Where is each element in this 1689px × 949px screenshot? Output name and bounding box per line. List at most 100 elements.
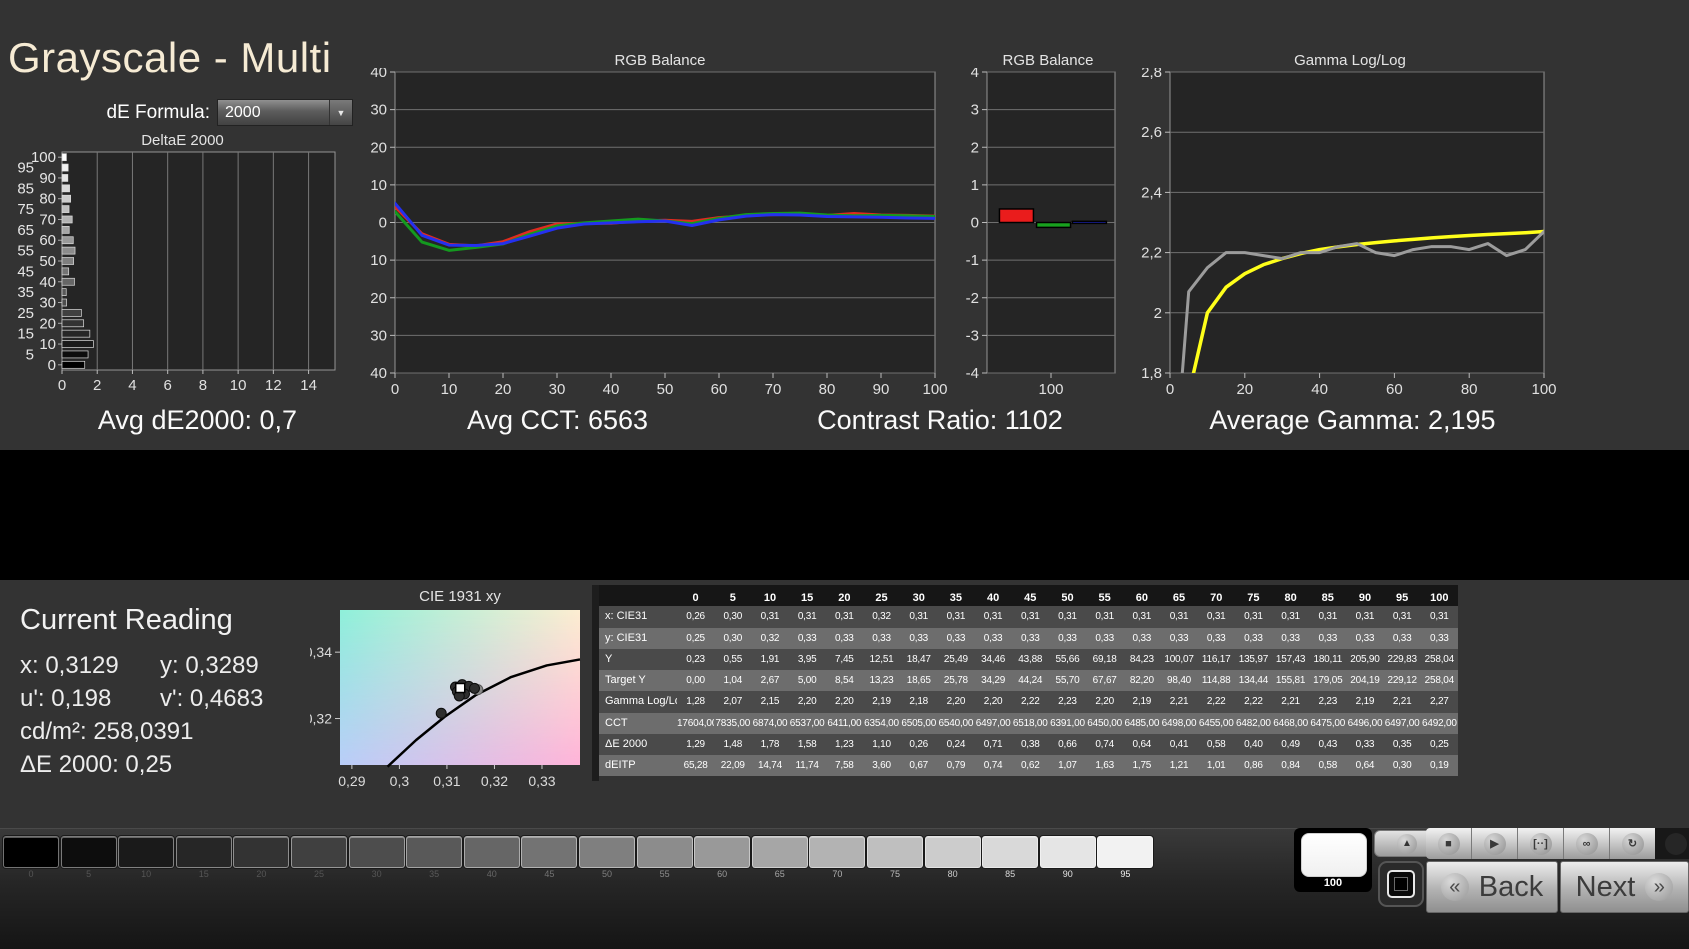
svg-text:85: 85 <box>17 180 34 197</box>
level-button-15[interactable] <box>175 836 232 868</box>
level-button-35[interactable] <box>406 836 463 868</box>
de-formula-label: dE Formula: <box>106 101 210 123</box>
level-button-45[interactable] <box>521 836 578 868</box>
stat-average-gamma: Average Gamma: 2,195 <box>1209 405 1496 435</box>
rgb-balance-line-chart: RGB Balance 403020100-10-20-30-400102030… <box>365 52 950 413</box>
level-button-50[interactable] <box>579 836 635 868</box>
level-button-20[interactable] <box>233 836 290 868</box>
table-cell: 44,24 <box>1011 670 1049 692</box>
table-cell: 0,58 <box>1309 755 1347 777</box>
table-cell: 1,75 <box>1123 755 1161 777</box>
table-cell: 0,33 <box>1346 733 1384 755</box>
deltae-chart: DeltaE 2000 0 2 4 6 8 10 12 14 0 5 10 15 20 25 30 35 40 4… <box>10 132 355 403</box>
range-icon: [··] <box>1529 832 1552 855</box>
svg-text:60: 60 <box>711 381 728 398</box>
table-cell: 0,23 <box>677 648 715 670</box>
level-button-label: 65 <box>774 869 785 879</box>
svg-text:-3: -3 <box>966 327 979 344</box>
level-button-90[interactable] <box>1039 836 1096 868</box>
level-button-0[interactable] <box>3 836 59 868</box>
table-cell: 8,54 <box>825 670 863 692</box>
cie-chart: CIE 1931 xy 0,34 0,32 0,29 0,3 0,31 0,32 0,33 <box>305 588 600 809</box>
level-button-5[interactable] <box>60 836 117 868</box>
table-cell: 34,29 <box>974 670 1012 692</box>
table-cell: 2,19 <box>862 691 901 713</box>
table-cell: 2,23 <box>1309 691 1347 713</box>
level-button-70[interactable] <box>809 836 866 868</box>
table-cell: 0,31 <box>1123 606 1161 628</box>
level-button-75[interactable] <box>867 836 923 868</box>
level-button-95[interactable] <box>1097 836 1154 868</box>
svg-text:40: 40 <box>39 274 56 291</box>
svg-text:80: 80 <box>39 191 56 208</box>
table-cell: 0,26 <box>677 606 715 628</box>
table-cell: 1,78 <box>751 733 789 755</box>
table-cell: 6492,00 <box>1420 712 1458 734</box>
table-cell: 25,49 <box>937 648 975 670</box>
table-cell: 258,04 <box>1420 648 1458 670</box>
next-button[interactable]: Next » <box>1560 861 1689 913</box>
table-cell: 2,20 <box>1086 691 1124 713</box>
table-cell: 0,25 <box>1420 733 1458 755</box>
table-cell: 2,21 <box>1272 691 1310 713</box>
level-button-label: 80 <box>947 869 958 879</box>
play-icon: ▶ <box>1483 832 1506 855</box>
table-cell: 0,19 <box>1420 755 1458 777</box>
chart-title: DeltaE 2000 <box>141 132 224 149</box>
level-button-label: 95 <box>1120 869 1131 879</box>
svg-text:0,29: 0,29 <box>338 773 365 789</box>
level-button-65[interactable] <box>751 836 808 868</box>
level-button-100[interactable] <box>1301 833 1367 877</box>
table-cell: 0,33 <box>1420 627 1458 649</box>
svg-text:50: 50 <box>39 253 56 270</box>
table-cell: 25,78 <box>937 670 975 692</box>
level-button-label: 35 <box>429 869 440 879</box>
continuous-button[interactable]: ∞ <box>1563 828 1609 859</box>
level-button-label: 10 <box>141 869 152 879</box>
table-cell: 55,66 <box>1048 648 1087 670</box>
level-button-40[interactable] <box>463 836 520 868</box>
svg-text:10: 10 <box>39 336 56 353</box>
table-cell: 0,62 <box>1011 755 1049 777</box>
table-cell: 2,67 <box>751 670 789 692</box>
refresh-button[interactable]: ↻ <box>1609 828 1655 859</box>
table-cell: 0,33 <box>1309 627 1347 649</box>
svg-text:0: 0 <box>971 215 979 232</box>
level-button-55[interactable] <box>636 836 693 868</box>
level-button-60[interactable] <box>694 836 751 868</box>
table-cell: 1,01 <box>1197 755 1235 777</box>
de-formula-dropdown[interactable]: 2000 ▼ <box>217 99 353 126</box>
range-button[interactable]: [··] <box>1517 828 1563 859</box>
table-cell: 5,00 <box>788 670 826 692</box>
back-button[interactable]: « Back <box>1426 861 1558 913</box>
table-cell: 0,31 <box>751 606 789 628</box>
level-button-10[interactable] <box>118 836 175 868</box>
level-button-80[interactable] <box>924 836 981 868</box>
pattern-window-button[interactable] <box>1378 861 1424 907</box>
svg-text:0,32: 0,32 <box>481 773 508 789</box>
table-cell: 0,33 <box>862 627 901 649</box>
table-cell: 0,32 <box>862 606 901 628</box>
table-row-label: CCT <box>599 712 677 734</box>
svg-text:0,34: 0,34 <box>310 644 332 660</box>
table-cell: 0,31 <box>1272 606 1310 628</box>
table-cell: 2,19 <box>1346 691 1384 713</box>
level-button-label: 15 <box>198 869 209 879</box>
svg-text:40: 40 <box>603 381 620 398</box>
table-cell: 1,28 <box>677 691 715 713</box>
svg-text:4: 4 <box>971 68 979 81</box>
pattern-window-icon <box>1387 870 1415 898</box>
table-cell: 0,67 <box>900 755 938 777</box>
play-button[interactable]: ▶ <box>1471 828 1517 859</box>
svg-text:14: 14 <box>300 377 317 394</box>
level-button-label: 30 <box>371 869 382 879</box>
chevron-down-icon[interactable]: ▼ <box>329 100 352 125</box>
svg-text:10: 10 <box>370 177 387 194</box>
level-button-label: 60 <box>717 869 728 879</box>
svg-text:80: 80 <box>819 381 836 398</box>
level-button-85[interactable] <box>982 836 1039 868</box>
level-button-30[interactable] <box>348 836 405 868</box>
level-button-25[interactable] <box>291 836 347 868</box>
gamma-chart: Gamma Log/Log 2,8 2,6 2,4 2,2 2 1,8 0 20 40 60 80 1… <box>1140 52 1560 413</box>
stop-button[interactable]: ■ <box>1426 828 1471 859</box>
